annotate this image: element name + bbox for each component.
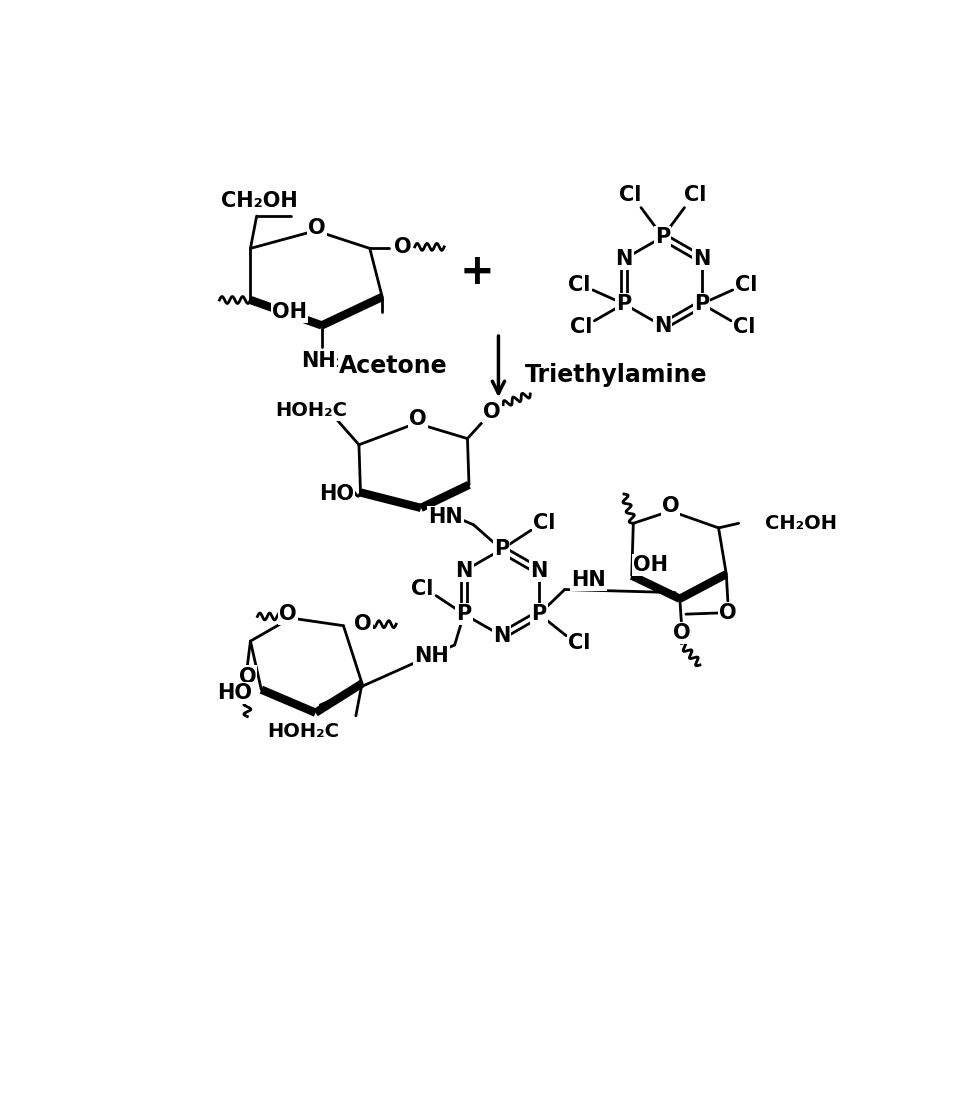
Text: O: O xyxy=(279,604,296,624)
Text: N: N xyxy=(692,250,709,270)
Text: Acetone: Acetone xyxy=(338,354,447,379)
Text: O: O xyxy=(238,666,256,686)
Text: N: N xyxy=(614,250,631,270)
Text: P: P xyxy=(654,227,670,247)
Text: P: P xyxy=(493,539,508,559)
Text: Cl: Cl xyxy=(618,185,641,205)
Text: Cl: Cl xyxy=(734,274,756,294)
Text: NH: NH xyxy=(413,646,448,666)
Text: O: O xyxy=(483,402,501,422)
Text: HOH₂C: HOH₂C xyxy=(266,722,338,741)
Text: NH₂: NH₂ xyxy=(301,351,345,371)
Text: HO: HO xyxy=(319,485,354,504)
Text: CH₂OH: CH₂OH xyxy=(764,514,836,532)
Text: P: P xyxy=(456,604,471,624)
Text: HO: HO xyxy=(217,683,252,703)
Text: O: O xyxy=(408,409,427,429)
Text: P: P xyxy=(531,604,546,624)
Text: O: O xyxy=(718,603,736,623)
Text: Cl: Cl xyxy=(532,514,554,534)
Text: HN: HN xyxy=(428,507,462,527)
Text: OH: OH xyxy=(272,302,307,322)
Text: Cl: Cl xyxy=(732,317,754,336)
Text: O: O xyxy=(354,614,372,634)
Text: P: P xyxy=(693,294,708,314)
Text: HN: HN xyxy=(570,570,605,590)
Text: Cl: Cl xyxy=(568,634,590,654)
Text: Cl: Cl xyxy=(570,317,592,336)
Text: +: + xyxy=(459,251,494,293)
Text: P: P xyxy=(616,294,630,314)
Text: CH₂OH: CH₂OH xyxy=(221,190,298,211)
Text: Cl: Cl xyxy=(410,579,432,598)
Text: N: N xyxy=(653,316,671,336)
Text: O: O xyxy=(672,623,689,643)
Text: OH: OH xyxy=(632,555,668,575)
Text: Cl: Cl xyxy=(683,185,705,205)
Text: Triethylamine: Triethylamine xyxy=(525,363,706,388)
Text: O: O xyxy=(661,497,678,517)
Text: N: N xyxy=(455,561,472,582)
Text: HOH₂C: HOH₂C xyxy=(275,401,347,420)
Text: O: O xyxy=(393,237,410,257)
Text: Cl: Cl xyxy=(568,274,590,294)
Text: N: N xyxy=(492,626,509,646)
Text: O: O xyxy=(308,217,326,237)
Text: N: N xyxy=(530,561,547,582)
